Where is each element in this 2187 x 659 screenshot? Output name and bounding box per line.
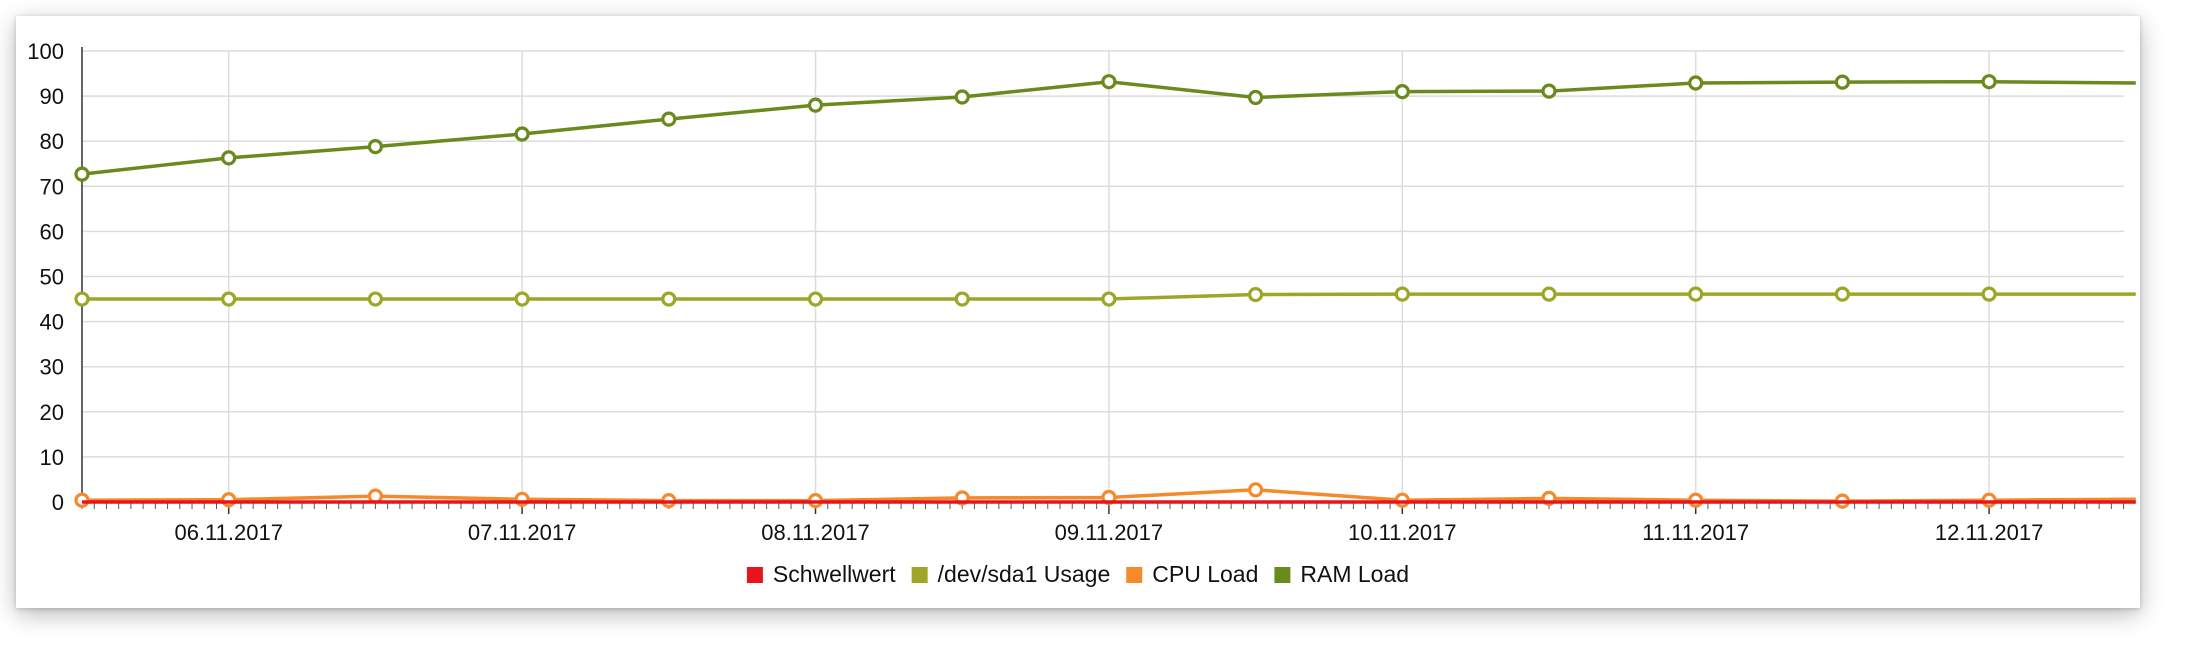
data-point[interactable] bbox=[1394, 83, 1410, 100]
series-layer bbox=[74, 74, 2136, 509]
x-tick-label: 11.11.2017 bbox=[1642, 520, 1749, 545]
y-tick-label: 40 bbox=[40, 310, 64, 335]
x-tick-label: 09.11.2017 bbox=[1055, 520, 1163, 545]
data-point[interactable] bbox=[661, 291, 677, 307]
data-point[interactable] bbox=[1394, 286, 1410, 302]
axis-layer: 0 10 20 30 40 50 60 70 80 90 100 06.11.2017 07.11.20… bbox=[27, 39, 2125, 545]
data-point[interactable] bbox=[1688, 75, 1704, 91]
x-tick-label: 10.11.2017 bbox=[1348, 520, 1456, 545]
legend-swatch bbox=[1274, 567, 1291, 583]
legend-label: CPU Load bbox=[1152, 561, 1258, 587]
data-point[interactable] bbox=[514, 291, 530, 307]
y-tick-label: 90 bbox=[40, 84, 64, 109]
data-point[interactable] bbox=[1247, 89, 1264, 106]
data-point[interactable] bbox=[1247, 482, 1264, 498]
data-point[interactable] bbox=[74, 166, 90, 182]
legend-label: /dev/sda1 Usage bbox=[938, 561, 1111, 587]
legend-item[interactable]: Schwellwert bbox=[746, 561, 896, 587]
legend[interactable]: Schwellwert/dev/sda1 Usage CPU Load RAM Lo… bbox=[746, 561, 1409, 587]
series-ram-load bbox=[74, 74, 2136, 182]
data-point[interactable] bbox=[807, 291, 824, 307]
legend-swatch bbox=[746, 567, 763, 583]
data-point[interactable] bbox=[221, 150, 237, 166]
data-point[interactable] bbox=[74, 492, 90, 508]
data-point[interactable] bbox=[221, 492, 237, 508]
legend-item[interactable]: /dev/sda1 Usage bbox=[911, 561, 1111, 587]
x-tick-label: 06.11.2017 bbox=[174, 520, 282, 545]
legend-label: Schwellwert bbox=[773, 561, 896, 587]
data-point[interactable] bbox=[807, 97, 824, 113]
data-point[interactable] bbox=[1981, 286, 1997, 302]
legend-item[interactable]: RAM Load bbox=[1274, 561, 1409, 587]
data-point[interactable] bbox=[1834, 286, 1851, 302]
x-tick-label: 12.11.2017 bbox=[1935, 520, 2043, 545]
y-tick-label: 80 bbox=[40, 129, 64, 154]
data-point[interactable] bbox=[1247, 286, 1264, 303]
y-tick-label: 0 bbox=[52, 490, 64, 515]
x-tick-label: 08.11.2017 bbox=[761, 520, 869, 545]
y-tick-label: 20 bbox=[40, 400, 64, 425]
data-point[interactable] bbox=[1101, 74, 1117, 90]
series-dev-sda1-usage bbox=[74, 286, 2136, 307]
data-point[interactable] bbox=[1541, 286, 1557, 302]
y-tick-label: 100 bbox=[27, 39, 64, 64]
data-point[interactable] bbox=[1541, 83, 1557, 99]
data-point[interactable] bbox=[954, 291, 970, 307]
data-point[interactable] bbox=[514, 126, 530, 142]
data-point[interactable] bbox=[1834, 74, 1851, 90]
data-point[interactable] bbox=[367, 291, 383, 307]
data-point[interactable] bbox=[221, 291, 237, 307]
y-tick-label: 50 bbox=[40, 265, 64, 290]
y-tick-label: 10 bbox=[40, 445, 64, 470]
y-tick-label: 30 bbox=[40, 355, 64, 380]
grid-layer bbox=[82, 50, 2124, 503]
data-point[interactable] bbox=[1688, 492, 1704, 508]
legend-swatch bbox=[1126, 567, 1143, 583]
chart-card bbox=[16, 16, 2140, 608]
data-point[interactable] bbox=[74, 291, 90, 307]
data-point[interactable] bbox=[1688, 286, 1704, 302]
data-point[interactable] bbox=[954, 89, 970, 105]
data-point[interactable] bbox=[1981, 492, 1997, 508]
data-point[interactable] bbox=[1981, 74, 1997, 90]
legend-item[interactable]: CPU Load bbox=[1126, 561, 1258, 587]
data-point[interactable] bbox=[661, 111, 677, 127]
legend-swatch bbox=[911, 567, 928, 583]
y-tick-label: 70 bbox=[40, 174, 64, 199]
data-point[interactable] bbox=[367, 139, 383, 155]
data-point[interactable] bbox=[1394, 492, 1410, 508]
x-tick-label: 07.11.2017 bbox=[468, 520, 576, 545]
legend-label: RAM Load bbox=[1300, 561, 1409, 587]
y-tick-label: 60 bbox=[40, 219, 64, 244]
data-point[interactable] bbox=[1101, 291, 1117, 307]
